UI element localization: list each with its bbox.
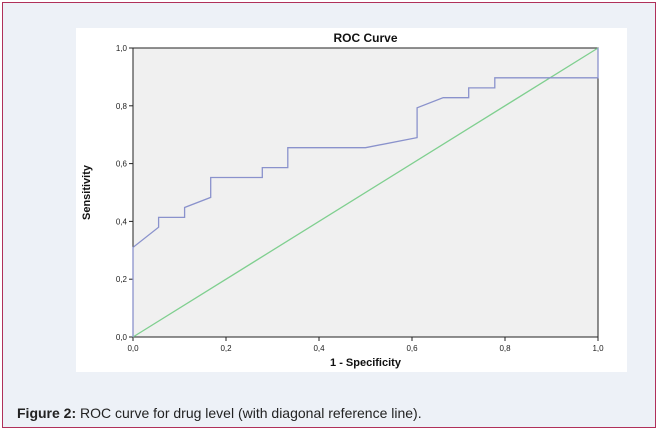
x-tick-label: 1,0 [592,344,604,353]
x-tick-label: 0,0 [127,344,139,353]
y-axis-label: Sensitivity [81,164,93,220]
y-tick-label: 0,0 [116,333,128,342]
y-tick-label: 0,6 [116,160,128,169]
y-tick-label: 0,4 [116,217,128,226]
y-tick-label: 0,8 [116,102,128,111]
x-tick-label: 0,2 [220,344,232,353]
chart-title: ROC Curve [333,31,397,45]
x-axis-label: 1 - Specificity [330,357,402,369]
figure-frame: ROC Curve 0,0 0,2 0,4 0,6 0,8 1,0 0,0 0,2 0,4 0,6 0… [2,2,656,428]
y-tick-label: 0,2 [116,275,128,284]
caption-label: Figure 2: [17,405,77,421]
caption-text: ROC curve for drug level (with diagonal … [76,405,422,421]
x-tick-label: 0,6 [406,344,418,353]
roc-curve-line [132,48,599,337]
roc-chart: ROC Curve 0,0 0,2 0,4 0,6 0,8 1,0 0,0 0,2 0,4 0,6 0… [81,31,604,369]
figure-caption: Figure 2: ROC curve for drug level (with… [17,405,422,421]
y-tick-label: 1,0 [116,44,128,53]
chart-panel: ROC Curve 0,0 0,2 0,4 0,6 0,8 1,0 0,0 0,2 0,4 0,6 0… [76,28,627,372]
x-tick-label: 0,4 [313,344,325,353]
x-tick-label: 0,8 [499,344,511,353]
reference-diagonal-line [132,47,599,338]
